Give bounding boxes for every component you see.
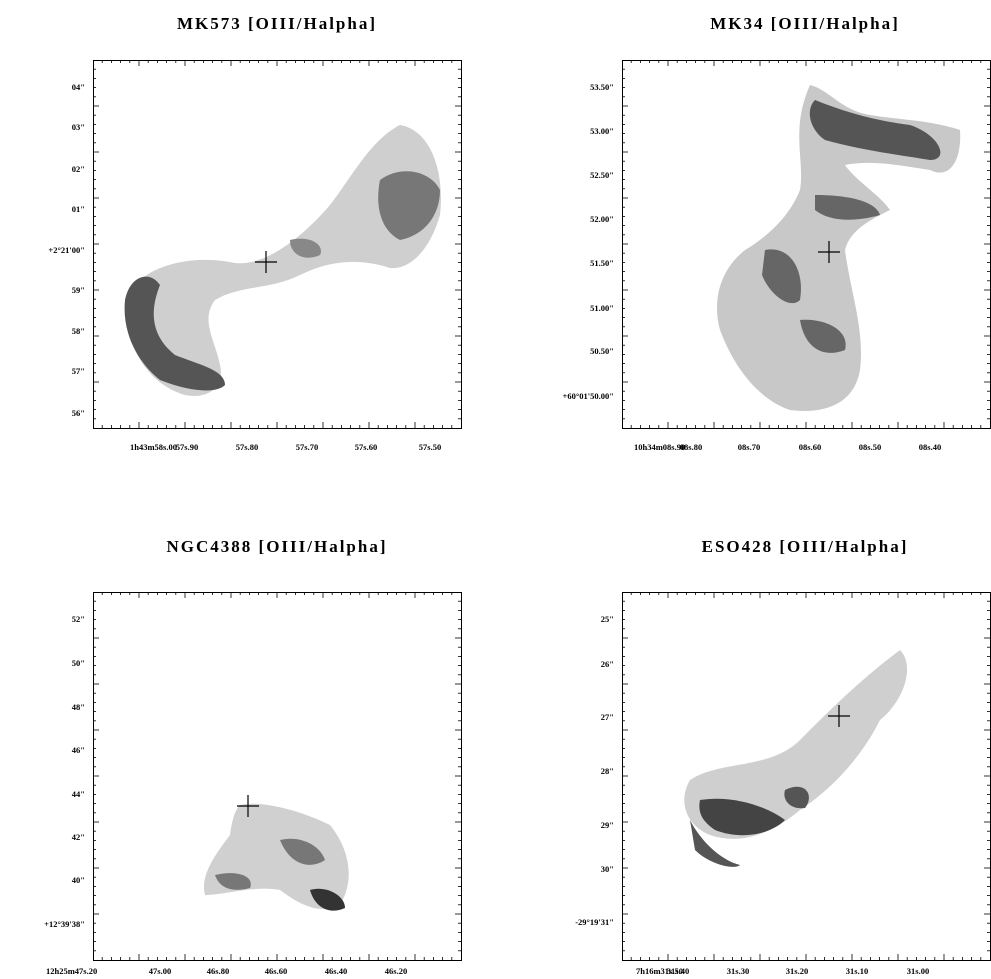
x-tick-label: 12h25m47s.20	[46, 966, 97, 976]
x-tick-label: 31s.30	[727, 966, 749, 976]
x-tick-label: 57s.50	[419, 442, 441, 452]
image-frame	[93, 592, 462, 961]
y-tick-label: 30"	[601, 864, 614, 874]
x-tick-label: 31s.10	[846, 966, 868, 976]
y-tick-label: 25"	[601, 614, 614, 624]
y-tick-label: 51.00"	[590, 303, 614, 313]
x-tick-label: 46s.40	[325, 966, 347, 976]
y-tick-label: +2°21'00"	[48, 245, 85, 255]
y-tick-label: 53.50"	[590, 82, 614, 92]
panel-title: NGC4388 [OIII/Halpha]	[167, 537, 388, 556]
x-tick-label: 57s.90	[176, 442, 198, 452]
y-tick-label: +60°01'50.00"	[563, 391, 614, 401]
x-tick-label: 31s.40	[667, 966, 689, 976]
y-tick-label: 44"	[72, 789, 85, 799]
image-ngc4388	[204, 803, 349, 911]
y-tick-label: 48"	[72, 702, 85, 712]
y-tick-label: 52.00"	[590, 214, 614, 224]
panel-title: MK573 [OIII/Halpha]	[177, 14, 377, 33]
x-tick-label: 08s.40	[919, 442, 941, 452]
y-tick-label: 53.00"	[590, 126, 614, 136]
x-tick-label: 57s.60	[355, 442, 377, 452]
y-tick-label: 52"	[72, 614, 85, 624]
y-tick-label: 59"	[72, 285, 85, 295]
y-tick-label: 03"	[72, 122, 85, 132]
x-tick-label: 46s.60	[265, 966, 287, 976]
y-tick-label: 51.50"	[590, 258, 614, 268]
x-tick-label: 57s.70	[296, 442, 318, 452]
y-tick-label: 42"	[72, 832, 85, 842]
x-tick-label: 08s.50	[859, 442, 881, 452]
y-tick-label: 27"	[601, 712, 614, 722]
image-frame	[93, 60, 462, 429]
x-tick-label: 08s.80	[680, 442, 702, 452]
x-tick-label: 46s.20	[385, 966, 407, 976]
y-tick-label: +12°39'38"	[44, 919, 85, 929]
x-tick-label: 7h16m31s.50	[636, 966, 683, 976]
x-tick-label: 1h43m58s.00	[130, 442, 177, 452]
image-mk573	[124, 125, 441, 396]
y-tick-label: 52.50"	[590, 170, 614, 180]
y-tick-label: 02"	[72, 164, 85, 174]
y-tick-label: 50.50"	[590, 346, 614, 356]
image-mk34	[717, 85, 961, 411]
y-tick-label: 29"	[601, 820, 614, 830]
panel-title: ESO428 [OIII/Halpha]	[702, 537, 909, 556]
x-tick-label: 08s.70	[738, 442, 760, 452]
x-tick-label: 47s.00	[149, 966, 171, 976]
y-tick-label: -29°19'31"	[575, 917, 614, 927]
panel-title: MK34 [OIII/Halpha]	[710, 14, 900, 33]
y-tick-label: 56"	[72, 408, 85, 418]
y-tick-label: 40"	[72, 875, 85, 885]
x-tick-label: 08s.60	[799, 442, 821, 452]
image-eso428	[684, 650, 908, 867]
y-tick-label: 57"	[72, 366, 85, 376]
y-tick-label: 50"	[72, 658, 85, 668]
y-tick-label: 04"	[72, 82, 85, 92]
y-tick-label: 01"	[72, 204, 85, 214]
y-tick-label: 58"	[72, 326, 85, 336]
y-tick-label: 26"	[601, 659, 614, 669]
x-tick-label: 46s.80	[207, 966, 229, 976]
x-tick-label: 31s.00	[907, 966, 929, 976]
x-tick-label: 10h34m08s.90	[634, 442, 685, 452]
y-tick-label: 46"	[72, 745, 85, 755]
y-tick-label: 28"	[601, 766, 614, 776]
x-tick-label: 31s.20	[786, 966, 808, 976]
x-tick-label: 57s.80	[236, 442, 258, 452]
